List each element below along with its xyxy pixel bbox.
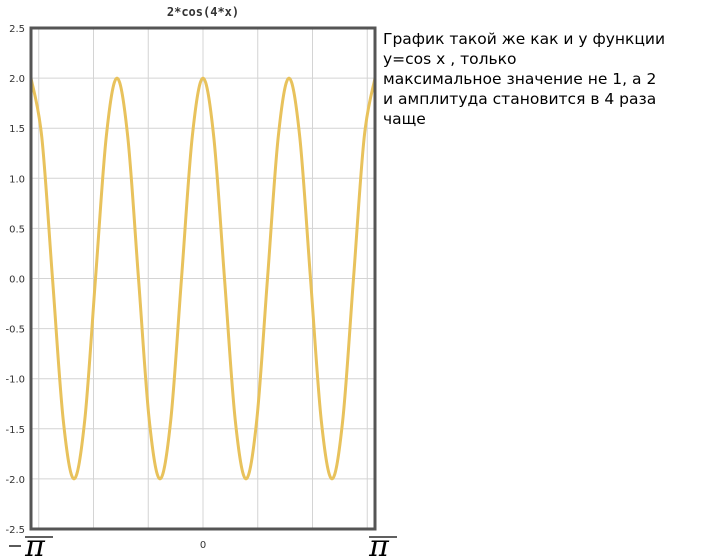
explanation-text: График такой же как и у функции y=cos x … — [383, 29, 665, 129]
chart-title: 2*cos(4*x) — [167, 5, 239, 19]
x-tick-label: π — [9, 529, 53, 559]
note-line: максимальное значение не 1, а 2 — [383, 70, 657, 88]
y-tick-label: 1.0 — [9, 174, 25, 185]
y-tick-label: -0.5 — [5, 325, 25, 336]
y-tick-label: 1.5 — [9, 124, 25, 135]
y-tick-label: 2.5 — [9, 24, 25, 35]
plot-frame — [29, 26, 377, 531]
note-line: y=cos x , только — [383, 50, 517, 68]
note-line: и амплитуда становится в 4 раза — [383, 90, 657, 108]
x-tick-label: π — [368, 529, 397, 559]
y-tick-label: -1.0 — [5, 375, 25, 386]
note-line: чаще — [383, 110, 426, 128]
note-line: График такой же как и у функции — [383, 30, 666, 48]
y-tick-label: 2.0 — [9, 74, 25, 85]
svg-text:π: π — [24, 529, 46, 559]
y-tick-label: 0.5 — [9, 224, 25, 235]
svg-text:π: π — [368, 529, 390, 559]
y-tick-label: -2.0 — [5, 475, 25, 486]
y-tick-label: -2.5 — [5, 525, 25, 536]
y-tick-label: 0.0 — [9, 275, 25, 286]
x-tick-label: 0 — [200, 540, 206, 551]
y-tick-label: -1.5 — [5, 425, 25, 436]
series-line — [29, 76, 377, 481]
